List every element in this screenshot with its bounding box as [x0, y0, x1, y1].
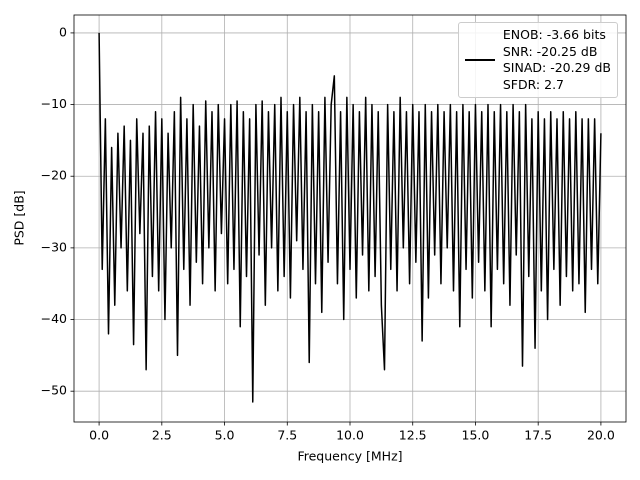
y-tick-label: −20: [41, 168, 67, 183]
y-tick-label: −30: [41, 239, 67, 254]
x-tick-label: 17.5: [524, 428, 552, 443]
y-tick-label: −10: [41, 96, 67, 111]
legend-swatch: [464, 59, 495, 61]
legend: ENOB: -3.66 bits SNR: -20.25 dB SINAD: -…: [457, 22, 618, 98]
x-tick-label: 0.0: [89, 428, 109, 443]
x-tick-label: 15.0: [462, 428, 490, 443]
psd-line: [98, 32, 602, 403]
x-tick-label: 7.5: [277, 428, 297, 443]
x-tick-label: 2.5: [152, 428, 172, 443]
y-tick-label: −50: [41, 383, 67, 398]
x-tick-label: 12.5: [399, 428, 427, 443]
x-tick-label: 20.0: [587, 428, 615, 443]
y-axis-label: PSD [dB]: [12, 190, 27, 245]
legend-label: ENOB: -3.66 bits SNR: -20.25 dB SINAD: -…: [502, 27, 611, 92]
y-tick-label: −40: [41, 311, 67, 326]
x-tick-label: 10.0: [336, 428, 364, 443]
y-tick-label: 0: [59, 24, 67, 39]
plot-frame: [73, 14, 627, 423]
x-axis-label: Frequency [MHz]: [297, 449, 402, 464]
x-tick-label: 5.0: [215, 428, 235, 443]
